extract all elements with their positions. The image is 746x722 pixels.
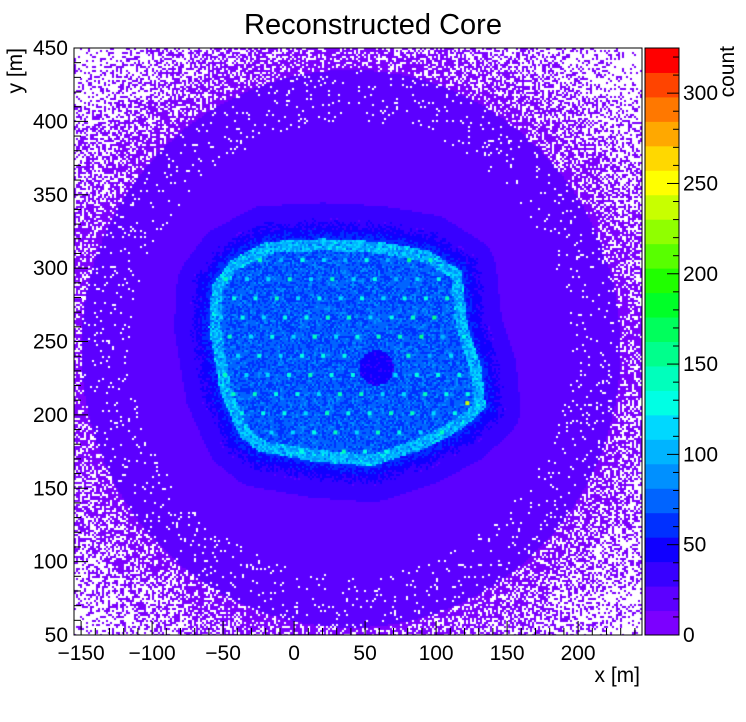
color-scale-band [645, 194, 679, 220]
x-tick-label: 150 [490, 642, 525, 665]
color-scale-band [645, 439, 679, 465]
color-scale-band [645, 463, 679, 489]
x-tick-label: 100 [419, 642, 454, 665]
color-scale-band [645, 48, 679, 73]
color-scale-band [645, 292, 679, 318]
color-scale-band [645, 219, 679, 245]
y-tick-label: 50 [45, 624, 68, 647]
color-scale-frame [644, 47, 680, 636]
y-tick-label: 100 [33, 551, 68, 574]
color-scale-band [645, 72, 679, 98]
color-scale-band [645, 537, 679, 563]
heatmap-image [74, 48, 642, 635]
x-axis-label: x [m] [595, 664, 641, 687]
y-axis: 50 100 150 200 250 300 350 400 450 [33, 37, 88, 647]
color-scale-label: count [716, 46, 739, 98]
x-tick-label: −150 [57, 642, 104, 665]
color-scale-tick-label: 300 [683, 82, 718, 105]
color-scale-band [645, 512, 679, 538]
x-axis: −150 −100 −50 0 50 100 150 200 [57, 621, 636, 665]
color-scale: 0 50 100 150 200 250 300 [644, 47, 718, 647]
x-tick-label: 0 [288, 642, 300, 665]
y-tick-label: 200 [33, 404, 68, 427]
x-tick-label: −100 [128, 642, 175, 665]
color-scale-tick-label: 150 [683, 353, 718, 376]
x-tick-label: 200 [561, 642, 596, 665]
color-scale-band [645, 488, 679, 514]
color-scale-band [645, 121, 679, 147]
color-scale-tick-label: 200 [683, 263, 718, 286]
y-axis-label: y [m] [4, 48, 27, 94]
color-scale-band [645, 414, 679, 440]
color-scale-band [645, 317, 679, 342]
color-scale-band [645, 268, 679, 294]
color-scale-tick-label: 250 [683, 172, 718, 195]
color-scale-band [645, 390, 679, 416]
color-scale-band [645, 96, 679, 122]
x-tick-label: −50 [205, 642, 241, 665]
y-tick-label: 300 [33, 257, 68, 280]
chart-title: Reconstructed Core [244, 9, 502, 41]
y-tick-label: 150 [33, 477, 68, 500]
color-scale-band [645, 365, 679, 391]
color-scale-band [645, 145, 679, 171]
color-scale-band [645, 170, 679, 196]
color-scale-band [645, 561, 679, 587]
y-tick-label: 450 [33, 37, 68, 60]
y-tick-label: 350 [33, 184, 68, 207]
x-tick-label: 50 [353, 642, 376, 665]
y-tick-label: 400 [33, 110, 68, 133]
y-tick-label: 250 [33, 331, 68, 354]
color-scale-band [645, 341, 679, 367]
plot-area [74, 48, 642, 635]
color-scale-tick-label: 100 [683, 443, 718, 466]
color-scale-band [645, 610, 679, 636]
color-scale-tick-label: 0 [683, 624, 695, 647]
color-scale-tick-label: 50 [683, 534, 706, 557]
